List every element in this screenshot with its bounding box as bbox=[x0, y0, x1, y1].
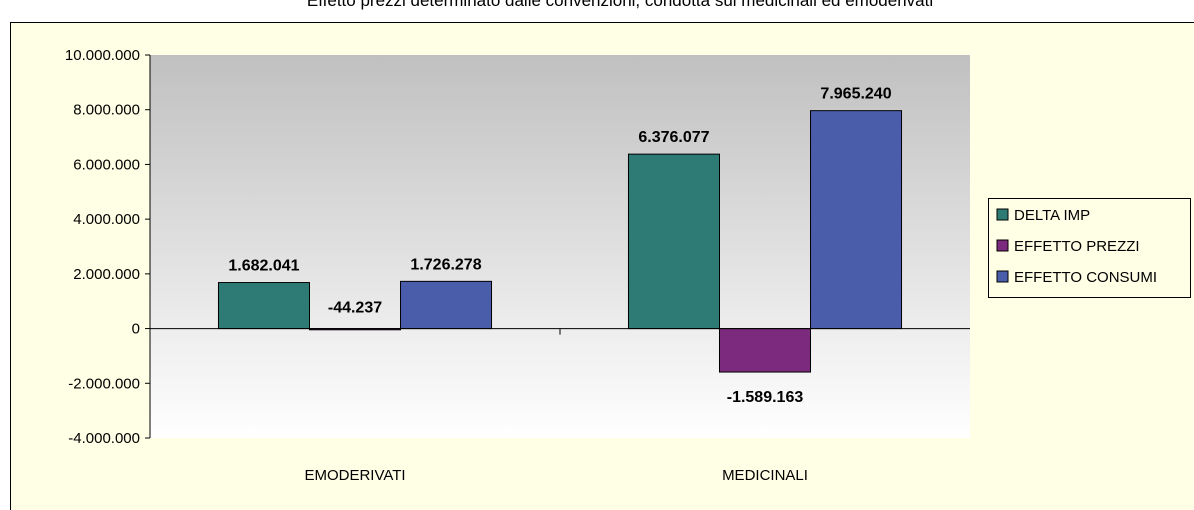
legend-swatch bbox=[996, 208, 1009, 221]
x-tick-label: MEDICINALI bbox=[722, 467, 808, 484]
y-tick-label: -4.000.000 bbox=[68, 430, 140, 447]
value-label: 1.682.041 bbox=[228, 258, 299, 275]
bar bbox=[217, 282, 310, 330]
bar bbox=[718, 328, 812, 373]
value-label: -1.589.163 bbox=[727, 389, 804, 406]
legend-label: EFFETTO CONSUMI bbox=[1014, 269, 1157, 286]
legend-label: DELTA IMP bbox=[1014, 207, 1090, 224]
y-tick-label: 8.000.000 bbox=[73, 102, 140, 119]
y-tick-label: -2.000.000 bbox=[68, 375, 140, 392]
y-tick-label: 2.000.000 bbox=[73, 266, 140, 283]
legend-swatch bbox=[996, 270, 1009, 283]
legend-swatch bbox=[996, 239, 1009, 252]
chart-title: Effetto prezzi determinato dalle convenz… bbox=[307, 0, 933, 10]
value-label: 7.965.240 bbox=[820, 86, 891, 103]
bar bbox=[810, 110, 903, 330]
value-label: 6.376.077 bbox=[638, 129, 709, 146]
bar bbox=[627, 153, 720, 330]
value-label: 1.726.278 bbox=[410, 256, 481, 273]
x-tick-label: EMODERIVATI bbox=[304, 467, 405, 484]
bar bbox=[400, 280, 493, 330]
legend-label: EFFETTO PREZZI bbox=[1014, 238, 1140, 255]
y-tick-label: 6.000.000 bbox=[73, 156, 140, 173]
value-label: -44.237 bbox=[328, 300, 382, 317]
y-tick-label: 0 bbox=[132, 321, 140, 338]
legend bbox=[988, 198, 1191, 298]
y-tick-label: 4.000.000 bbox=[73, 211, 140, 228]
y-tick-label: 10.000.000 bbox=[65, 47, 140, 64]
